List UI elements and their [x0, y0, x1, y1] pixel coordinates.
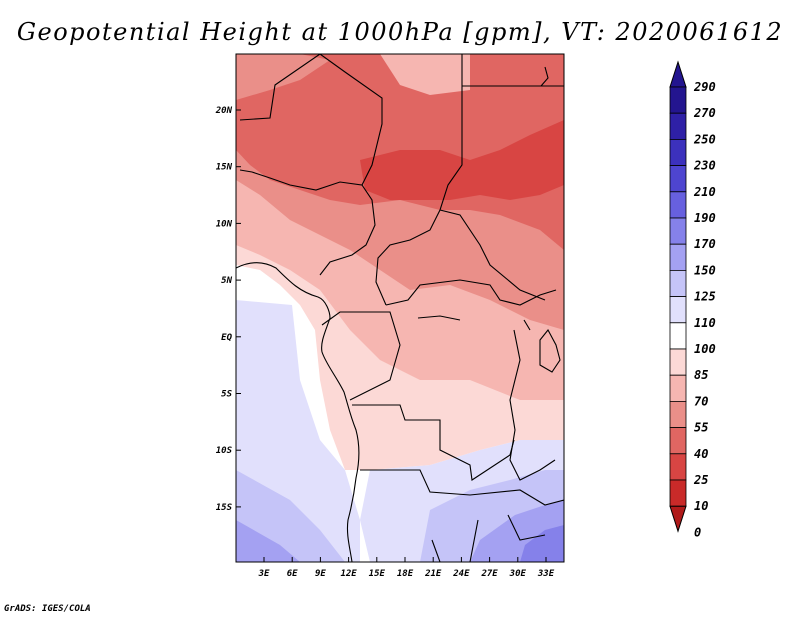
colorbar-label: 270: [693, 106, 716, 120]
colorbar-segment: [669, 86, 687, 114]
border-chad-sudan: [375, 54, 463, 306]
colorbar-label: 290: [693, 80, 716, 94]
field-north-light: [380, 54, 470, 95]
border-south-sudan: [439, 209, 546, 301]
colorbar-label: 40: [694, 447, 708, 461]
field-nw-patch: [236, 54, 330, 100]
river-congo: [417, 315, 531, 331]
lat-tick-label: 5N: [221, 276, 232, 286]
colorbar-label: 125: [694, 290, 716, 304]
border-sahel: [239, 54, 383, 191]
colorbar-label: 10: [694, 499, 708, 513]
colorbar-label: 150: [694, 263, 716, 277]
lat-tick-label: 15N: [216, 163, 233, 173]
colorbar-segment: [669, 269, 687, 297]
lon-tick-label: 3E: [258, 569, 270, 579]
colorbar-segment: [669, 427, 687, 455]
colorbar-segment: [669, 112, 687, 140]
colorbar-label: 85: [694, 368, 708, 382]
lat-tick-label: 10S: [216, 446, 233, 456]
coastline-west: [236, 262, 360, 562]
lat-tick-label: 20N: [215, 106, 233, 116]
border-far-south: [431, 514, 546, 562]
colorbar-label: 70: [694, 394, 708, 408]
map-field: [236, 54, 564, 562]
border-nigeria: [319, 184, 376, 276]
colorbar-label: 110: [694, 316, 716, 330]
border-nw: [239, 54, 321, 121]
colorbar-label: 250: [693, 132, 716, 146]
coast-nile-delta: [540, 66, 549, 87]
map-title: Geopotential Height at 1000hPa [gpm], VT…: [16, 18, 784, 46]
colorbar-arrow-bottom: [669, 505, 687, 533]
border-car-drc: [385, 279, 557, 306]
border-lakes: [509, 329, 556, 481]
colorbar-label: 190: [694, 211, 716, 225]
colorbar-label: 170: [694, 237, 716, 251]
colorbar-segment: [669, 374, 687, 402]
field-ocean-deep: [236, 520, 300, 562]
colorbar-segment: [669, 348, 687, 376]
lat-tick-label: 5S: [221, 390, 232, 400]
lon-tick-label: 27E: [480, 569, 498, 579]
border-congo-gabon: [321, 311, 401, 401]
lon-tick-label: 15E: [369, 569, 386, 579]
colorbar-label: 55: [694, 421, 708, 435]
lon-tick-label: 21E: [424, 569, 442, 579]
border-southern: [360, 469, 564, 506]
lon-tick-label: 30E: [509, 569, 527, 579]
colorbar-label: 100: [694, 342, 716, 356]
field-south-deepest: [520, 525, 564, 562]
colorbar-label: 0: [694, 525, 701, 539]
latitude-axis: 20N 15N 10N 5N EQ 5S 10S 15S: [215, 106, 241, 513]
colorbar-label: 25: [693, 473, 708, 487]
lon-tick-label: 18E: [397, 569, 414, 579]
longitude-axis: 3E 6E 9E 12E 15E 18E 21E 24E 27E 30E 33E: [258, 557, 555, 579]
border-angola: [352, 404, 515, 481]
colorbar-segment: [669, 479, 687, 507]
lon-tick-label: 33E: [537, 569, 555, 579]
colorbar-segment: [669, 400, 687, 428]
lon-tick-label: 24E: [452, 569, 470, 579]
colorbar-segment: [669, 322, 687, 350]
colorbar-segment: [669, 138, 687, 166]
colorbar-arrow-top: [669, 60, 687, 88]
lon-tick-label: 12E: [340, 569, 357, 579]
colorbar-label: 210: [693, 185, 716, 199]
map-frame: [235, 53, 565, 563]
colorbar: 2902702502302101901701501251101008570554…: [669, 60, 716, 539]
lon-tick-label: 6E: [287, 569, 298, 579]
footer-credit: GrADS: IGES/COLA: [4, 604, 91, 614]
lake-victoria: [539, 329, 561, 373]
colorbar-label: 230: [693, 159, 716, 173]
colorbar-segment: [669, 296, 687, 324]
colorbar-segment: [669, 165, 687, 193]
colorbar-segment: [669, 191, 687, 219]
lat-tick-label: 15S: [216, 503, 233, 513]
lat-tick-label: 10N: [216, 219, 233, 229]
colorbar-segment: [669, 453, 687, 481]
colorbar-segment: [669, 243, 687, 271]
colorbar-segment: [669, 217, 687, 245]
lat-tick-label: EQ: [221, 333, 232, 343]
boundaries: [236, 54, 564, 562]
lon-tick-label: 9E: [315, 569, 326, 579]
